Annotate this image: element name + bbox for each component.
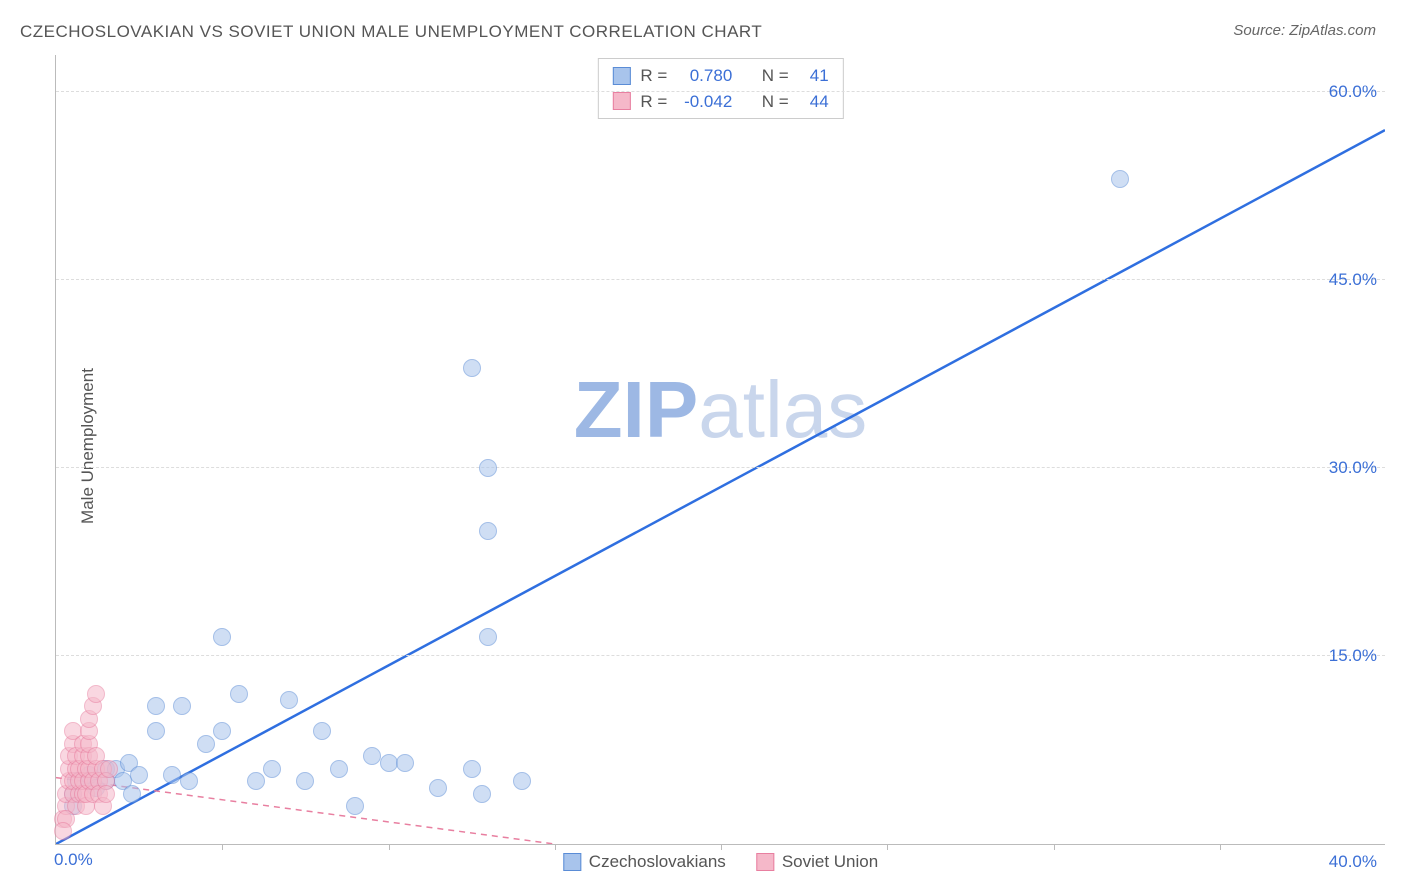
gridline-h — [56, 655, 1385, 656]
y-tick-label: 60.0% — [1329, 82, 1377, 102]
x-tick — [222, 844, 223, 850]
data-point — [230, 685, 248, 703]
stats-n-label: N = — [762, 89, 789, 115]
x-tick — [555, 844, 556, 850]
data-point — [123, 785, 141, 803]
x-tick — [887, 844, 888, 850]
data-point — [263, 760, 281, 778]
gridline-h — [56, 279, 1385, 280]
gridline-h — [56, 467, 1385, 468]
data-point — [479, 628, 497, 646]
y-tick-label: 15.0% — [1329, 646, 1377, 666]
data-point — [97, 785, 115, 803]
legend-item: Czechoslovakians — [563, 852, 726, 872]
gridline-h — [56, 91, 1385, 92]
data-point — [173, 697, 191, 715]
x-tick — [1054, 844, 1055, 850]
watermark-part2: atlas — [698, 365, 867, 454]
data-point — [280, 691, 298, 709]
stats-box: R = 0.780 N = 41 R = -0.042 N = 44 — [597, 58, 843, 119]
data-point — [463, 359, 481, 377]
data-point — [197, 735, 215, 753]
data-point — [147, 697, 165, 715]
data-point — [54, 822, 72, 840]
legend-label: Czechoslovakians — [589, 852, 726, 872]
data-point — [296, 772, 314, 790]
data-point — [479, 522, 497, 540]
source-attribution: Source: ZipAtlas.com — [1233, 22, 1376, 39]
data-point — [513, 772, 531, 790]
legend-swatch — [563, 853, 581, 871]
data-point — [396, 754, 414, 772]
data-point — [463, 760, 481, 778]
source-label: Source: — [1233, 22, 1285, 39]
data-point — [213, 722, 231, 740]
trendlines — [56, 55, 1385, 844]
data-point — [380, 754, 398, 772]
x-axis-origin-label: 0.0% — [54, 850, 93, 870]
legend: Czechoslovakians Soviet Union — [563, 852, 878, 872]
x-tick — [1220, 844, 1221, 850]
data-point — [213, 628, 231, 646]
scatter-plot: ZIPatlas R = 0.780 N = 41R = -0.042 N = 44 0… — [55, 55, 1385, 845]
data-point — [346, 797, 364, 815]
watermark-part1: ZIP — [574, 365, 698, 454]
legend-label: Soviet Union — [782, 852, 878, 872]
stats-row: R = -0.042 N = 44 — [612, 89, 828, 115]
stats-r-value: 0.780 — [677, 63, 732, 89]
data-point — [1111, 170, 1129, 188]
legend-item: Soviet Union — [756, 852, 878, 872]
data-point — [100, 760, 118, 778]
stats-swatch — [612, 67, 630, 85]
data-point — [479, 459, 497, 477]
stats-r-label: R = — [640, 63, 667, 89]
data-point — [180, 772, 198, 790]
stats-n-value: 44 — [799, 89, 829, 115]
data-point — [247, 772, 265, 790]
x-tick — [721, 844, 722, 850]
data-point — [130, 766, 148, 784]
stats-r-label: R = — [640, 89, 667, 115]
chart-title: CZECHOSLOVAKIAN VS SOVIET UNION MALE UNE… — [20, 22, 762, 42]
data-point — [330, 760, 348, 778]
data-point — [363, 747, 381, 765]
trendline — [56, 130, 1385, 844]
data-point — [429, 779, 447, 797]
data-point — [147, 722, 165, 740]
data-point — [313, 722, 331, 740]
stats-n-label: N = — [762, 63, 789, 89]
watermark: ZIPatlas — [574, 364, 867, 456]
data-point — [87, 685, 105, 703]
y-tick-label: 45.0% — [1329, 270, 1377, 290]
source-value: ZipAtlas.com — [1289, 22, 1376, 39]
x-axis-end-label: 40.0% — [1329, 852, 1377, 872]
data-point — [163, 766, 181, 784]
stats-swatch — [612, 92, 630, 110]
stats-n-value: 41 — [799, 63, 829, 89]
stats-row: R = 0.780 N = 41 — [612, 63, 828, 89]
legend-swatch — [756, 853, 774, 871]
data-point — [473, 785, 491, 803]
y-tick-label: 30.0% — [1329, 458, 1377, 478]
stats-r-value: -0.042 — [677, 89, 732, 115]
x-tick — [389, 844, 390, 850]
